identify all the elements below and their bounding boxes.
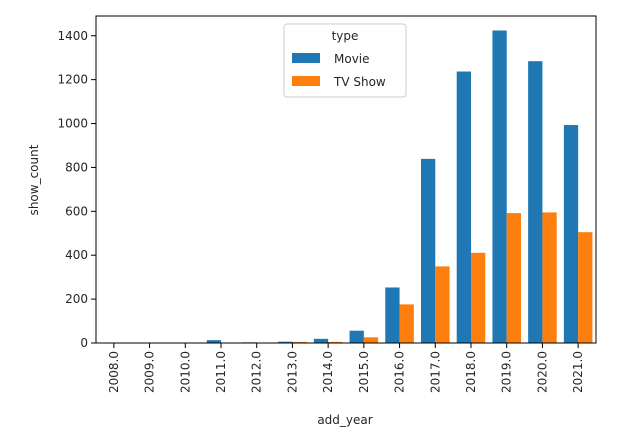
x-tick-label: 2009.0	[143, 351, 157, 393]
bar-tv-show-2020.0	[542, 212, 557, 343]
x-tick-label: 2010.0	[178, 351, 192, 393]
y-tick-label: 200	[65, 292, 88, 306]
x-tick-label: 2015.0	[357, 351, 371, 393]
x-tick-label: 2016.0	[393, 351, 407, 393]
y-tick-label: 800	[65, 160, 88, 174]
bar-tv-show-2013.0	[292, 341, 307, 343]
bar-tv-show-2021.0	[578, 232, 593, 343]
x-tick-label: 2021.0	[571, 351, 585, 393]
bar-tv-show-2017.0	[435, 266, 450, 343]
plot-frame	[95, 15, 597, 344]
bar-movie-2018.0	[456, 71, 471, 343]
legend-swatch-movie	[292, 53, 320, 63]
y-tick-label: 0	[80, 336, 88, 350]
bar-tv-show-2018.0	[471, 252, 486, 343]
bars-group	[99, 30, 593, 344]
legend: type Movie TV Show	[283, 23, 407, 98]
bar-tv-show-2015.0	[363, 337, 379, 343]
bar-movie-2021.0	[563, 125, 579, 343]
bar-movie-2011.0	[206, 340, 221, 343]
y-tick-label: 1400	[57, 29, 88, 43]
x-tick-label: 2012.0	[250, 351, 264, 393]
y-tick-label: 1000	[57, 117, 88, 131]
x-tick-label: 2008.0	[107, 351, 121, 393]
x-axis: 2008.0 2009.0 2010.0 2011.0 2012.0 2013.0 2014…	[107, 343, 585, 393]
x-tick-label: 2017.0	[428, 351, 442, 393]
bar-movie-2015.0	[349, 330, 364, 343]
y-axis: 0 200 400 600 800 1000 1200 1400	[57, 29, 96, 350]
bar-movie-2013.0	[278, 341, 293, 343]
legend-title: type	[332, 29, 359, 43]
y-tick-label: 1200	[57, 73, 88, 87]
bar-movie-2014.0	[313, 338, 329, 343]
bar-movie-2017.0	[421, 158, 436, 343]
y-tick-label: 600	[65, 204, 88, 218]
x-tick-label: 2011.0	[214, 351, 228, 393]
legend-swatch-tv-show	[292, 76, 320, 86]
x-tick-label: 2014.0	[321, 351, 335, 393]
x-tick-label: 2018.0	[464, 351, 478, 393]
y-tick-label: 400	[65, 248, 88, 262]
x-tick-label: 2013.0	[285, 351, 299, 393]
bar-movie-2019.0	[492, 30, 507, 344]
bar-tv-show-2014.0	[328, 341, 343, 343]
legend-label-movie: Movie	[334, 52, 370, 66]
bar-tv-show-2016.0	[399, 304, 414, 343]
bar-movie-2020.0	[528, 61, 543, 343]
x-tick-label: 2020.0	[535, 351, 549, 393]
y-axis-label: show_count	[27, 144, 41, 215]
x-axis-label: add_year	[317, 413, 372, 427]
bar-tv-show-2019.0	[506, 213, 521, 343]
legend-label-tv-show: TV Show	[333, 75, 386, 89]
bar-movie-2016.0	[385, 287, 400, 343]
x-tick-label: 2019.0	[500, 351, 514, 393]
